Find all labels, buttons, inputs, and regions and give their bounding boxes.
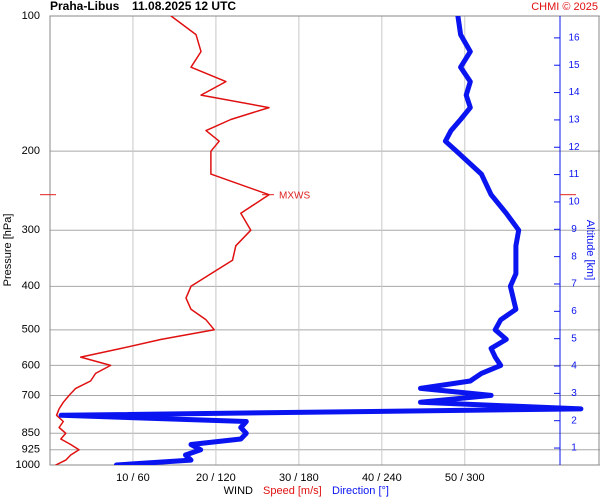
y-tick-label: 300 bbox=[22, 224, 40, 236]
x-tick-label: 30 / 180 bbox=[279, 472, 319, 484]
x-tick-label: 20 / 120 bbox=[196, 472, 236, 484]
y-tick-label: 100 bbox=[22, 10, 40, 22]
x-axis-label: WIND bbox=[224, 485, 253, 497]
y2-tick-label: 6 bbox=[571, 306, 577, 317]
y2-tick-label: 11 bbox=[569, 169, 580, 180]
credit: CHMI © 2025 bbox=[531, 1, 598, 13]
chart-subtitle: 11.08.2025 12 UTC bbox=[132, 0, 236, 13]
x-tick-label: 40 / 240 bbox=[362, 472, 402, 484]
x-axis-label-direction: Direction [°] bbox=[332, 485, 389, 497]
y-tick-label: 500 bbox=[22, 324, 40, 336]
y2-tick-label: 1 bbox=[571, 443, 577, 454]
y2-tick-label: 10 bbox=[568, 197, 580, 208]
line-1 bbox=[58, 16, 584, 465]
y-tick-label: 925 bbox=[22, 444, 40, 456]
x-axis-label-speed: Speed [m/s] bbox=[263, 485, 322, 497]
plot-frame bbox=[49, 15, 600, 466]
y2-tick-label: 15 bbox=[568, 60, 580, 71]
y2-tick-label: 5 bbox=[571, 333, 577, 344]
y2-tick-label: 2 bbox=[571, 415, 577, 426]
y-axis-label: Pressure [hPa] bbox=[2, 214, 14, 287]
y-tick-label: 850 bbox=[22, 427, 40, 439]
x-tick-label: 50 / 300 bbox=[445, 472, 485, 484]
y2-tick-label: 14 bbox=[568, 87, 580, 98]
y-tick-label: 1000 bbox=[16, 459, 40, 471]
y-tick-label: 200 bbox=[22, 145, 40, 157]
y2-tick-label: 7 bbox=[571, 279, 577, 290]
annotation: MXWS bbox=[279, 190, 310, 201]
y-tick-label: 600 bbox=[22, 359, 40, 371]
y2-tick-label: 9 bbox=[571, 224, 577, 235]
y-tick-label: 400 bbox=[22, 280, 40, 292]
y2-axis-label: Altitude [km] bbox=[584, 220, 596, 281]
line-0 bbox=[55, 16, 270, 465]
y2-tick-label: 8 bbox=[571, 251, 577, 262]
x-tick-label: 10 / 60 bbox=[116, 472, 150, 484]
y2-tick-label: 16 bbox=[568, 33, 580, 44]
y2-tick-label: 4 bbox=[571, 361, 577, 372]
y-tick-label: 700 bbox=[22, 389, 40, 401]
y2-tick-label: 3 bbox=[571, 388, 577, 399]
y2-tick-label: 13 bbox=[568, 115, 580, 126]
y2-tick-label: 12 bbox=[568, 142, 580, 153]
chart-title: Praha-Libus bbox=[50, 0, 120, 13]
